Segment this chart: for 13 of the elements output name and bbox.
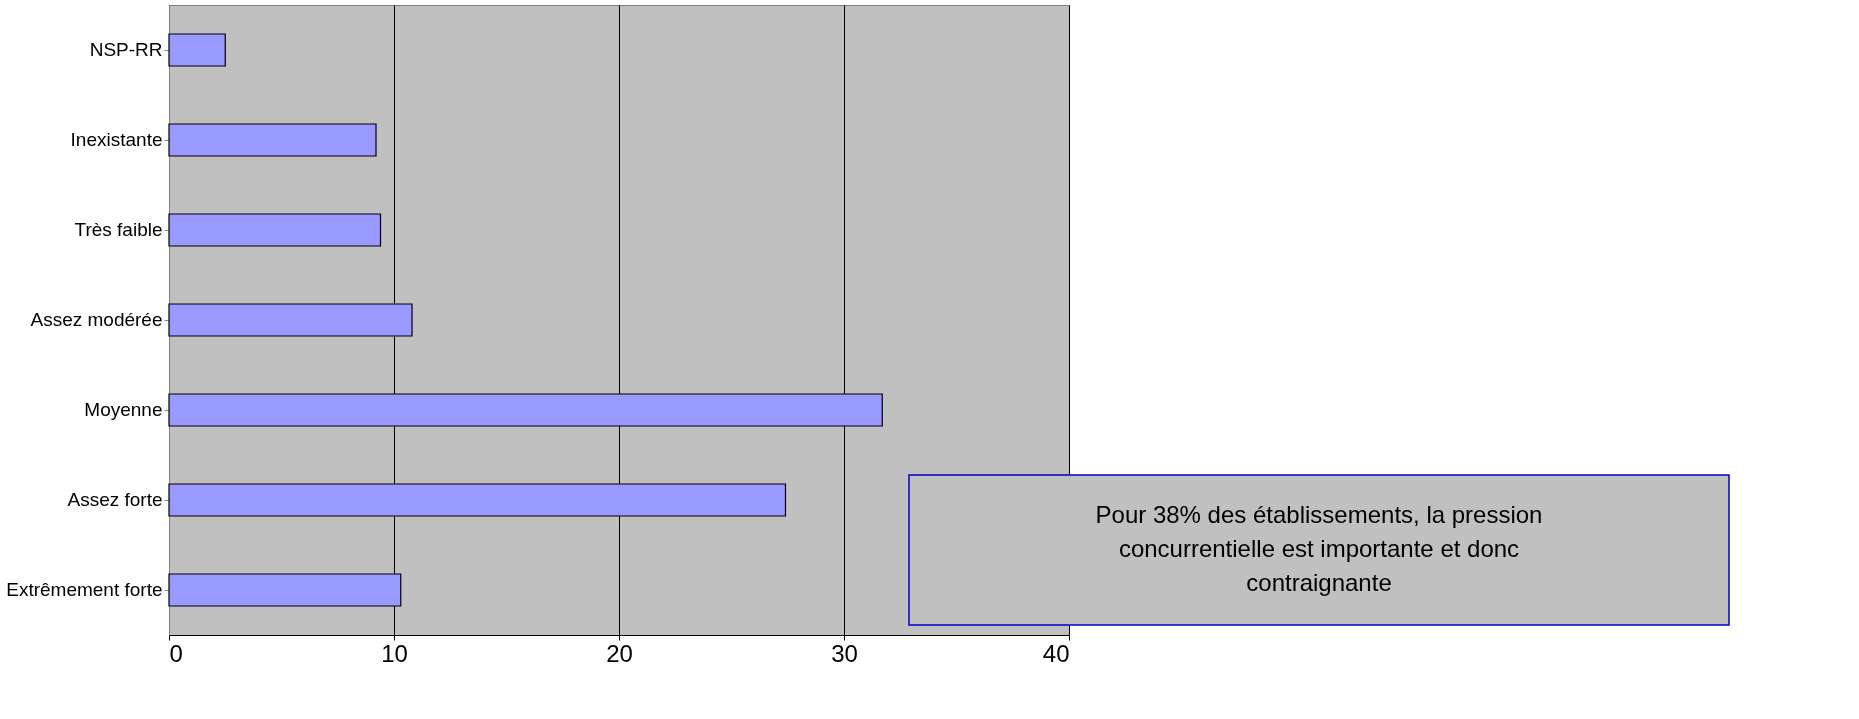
y-tick-label: Moyenne [84,399,163,420]
x-tick-label: 10 [381,639,408,667]
y-tick-label: Extrêmement forte [6,579,163,600]
y-tick-label: Inexistante [70,129,163,150]
x-tick-label: 20 [606,639,633,667]
x-tick-label: 0 [169,639,183,667]
y-tick-label: Assez modérée [30,309,163,330]
y-tick-label: Très faible [74,219,163,240]
x-tick-label: 30 [831,639,858,667]
y-tick-label: Assez forte [67,489,163,510]
y-tick-label: NSP-RR [89,39,163,60]
x-tick-label: 40 [1042,639,1070,667]
text: Pour 38% des établissements, la pression concurrentielle est importante et donc contraignante [1095,501,1543,596]
